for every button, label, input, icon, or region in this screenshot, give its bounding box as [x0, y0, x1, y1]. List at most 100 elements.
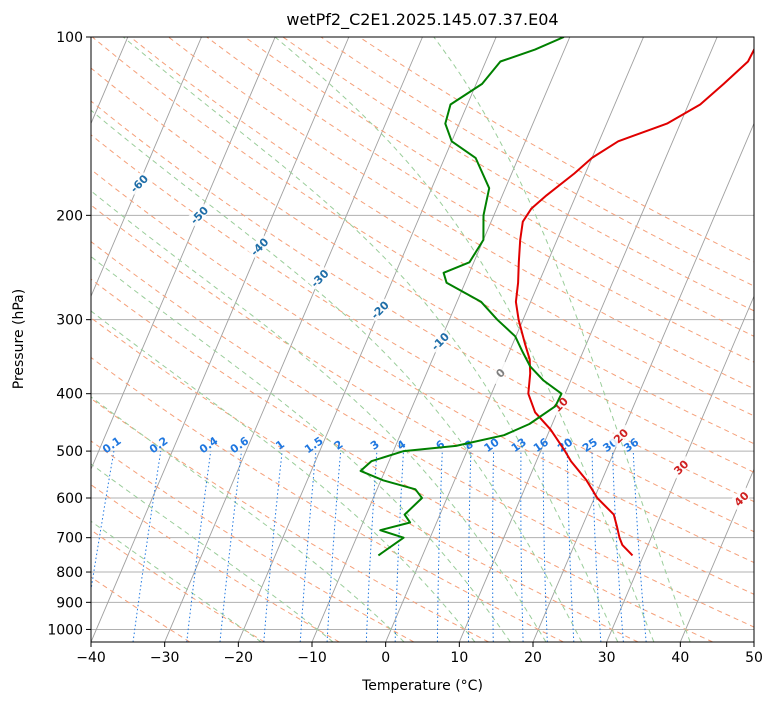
dry-adiabat-line [130, 37, 754, 417]
isotherm-label-bg [186, 202, 211, 227]
isotherm-label-bg [668, 454, 693, 479]
dry-adiabat-line [168, 37, 754, 390]
mixing-ratio-line [91, 451, 115, 593]
dry-adiabat-line [282, 37, 754, 312]
mixing-ratio-line [365, 451, 378, 642]
plot-frame [90, 36, 755, 643]
moist-adiabat-line [91, 310, 476, 642]
y-tick-label: 200 [56, 208, 83, 224]
y-tick-label: 1000 [47, 622, 83, 638]
mixing-ratio-line [132, 451, 162, 642]
mixing-ratio-label: 1.5 [302, 434, 325, 456]
moist-adiabat-line [91, 109, 583, 642]
chart-title: wetPf2_C2E1.2025.145.07.37.E04 [286, 10, 559, 29]
isotherm-label: -50 [188, 204, 211, 227]
y-tick-label: 800 [56, 565, 83, 581]
dry-adiabat-line [91, 317, 639, 642]
moist-adiabat-line [91, 463, 334, 642]
moist-adiabat-line [91, 396, 405, 642]
isotherm-label: -60 [128, 172, 151, 195]
isotherm-label-bg [728, 486, 753, 511]
dry-adiabat-line [91, 168, 754, 564]
isotherm-line [458, 37, 718, 642]
mixing-ratio-label: 6 [433, 438, 447, 453]
dry-adiabat-line [91, 241, 754, 628]
dry-adiabat-line [206, 37, 754, 363]
isotherm-line [385, 37, 644, 642]
mixing-ratio-line [263, 451, 283, 642]
mixing-ratio-label: 1 [273, 438, 287, 453]
isotherm-label: -80 [7, 109, 30, 132]
isotherm-line [532, 122, 754, 642]
y-tick-label: 400 [56, 387, 83, 403]
isotherm-line [91, 37, 276, 471]
moist-adiabat-line [91, 190, 547, 642]
moist-adiabat-line [91, 255, 511, 642]
mixing-ratio-line [492, 451, 495, 642]
isotherm-line [606, 295, 754, 642]
x-tick-label: 20 [524, 650, 542, 666]
isotherm-label: -20 [369, 298, 392, 321]
moist-adiabat-line [433, 37, 691, 642]
mixing-ratio-line [612, 451, 624, 642]
x-tick-label: −40 [76, 650, 106, 666]
y-tick-label: 900 [56, 595, 83, 611]
dry-adiabat-line [91, 204, 754, 595]
dry-adiabat-line [91, 356, 564, 642]
dry-adiabat-line [358, 37, 754, 263]
moist-adiabat-line [91, 520, 262, 642]
mixing-ratio-line [591, 451, 602, 642]
dry-adiabat-line [91, 484, 340, 642]
x-tick-label: 30 [598, 650, 616, 666]
isotherm-label-bg [367, 297, 392, 322]
mixing-ratio-line [299, 451, 317, 642]
isotherm-label-bg [66, 139, 90, 163]
mixing-ratio-line [467, 451, 472, 642]
mixing-ratio-label: 13 [509, 436, 529, 455]
dry-adiabat-line [91, 397, 489, 642]
y-tick-label: 100 [56, 30, 83, 46]
isotherm-label-bg [487, 360, 512, 385]
dry-adiabat-line [91, 67, 754, 473]
isotherm-label-bg [608, 423, 633, 448]
isotherm-label: -40 [248, 235, 271, 258]
y-tick-label: 500 [56, 444, 83, 460]
isotherm-line [91, 37, 202, 298]
mixing-ratio-label: 16 [531, 435, 551, 455]
mixing-ratio-line [219, 451, 242, 642]
x-tick-label: −10 [297, 650, 327, 666]
dewpoint-line [359, 37, 565, 557]
isotherm-label: -70 [68, 140, 91, 163]
x-tick-label: 50 [745, 650, 763, 666]
temperature-line [514, 47, 754, 557]
dry-adiabat-line [244, 37, 754, 337]
isotherm-label-bg [547, 391, 572, 416]
mixing-ratio-label: 2 [332, 438, 346, 453]
mixing-ratio-label: 0.2 [147, 434, 170, 456]
dry-adiabat-line [91, 134, 754, 533]
moist-adiabat-line [122, 37, 619, 642]
isotherm-line [164, 37, 423, 642]
y-tick-label: 700 [56, 531, 83, 547]
dry-adiabat-line [91, 576, 191, 642]
mixing-ratio-line [520, 451, 524, 642]
moist-adiabat-line [274, 37, 655, 642]
mixing-ratio-label: 0.4 [197, 434, 221, 456]
background-lines: 0.10.20.40.611.52346810131620253036-100-… [0, 37, 754, 642]
mixing-ratio-line [186, 451, 212, 642]
profile-series [359, 37, 754, 557]
x-tick-label: −30 [150, 650, 180, 666]
mixing-ratio-line [632, 451, 647, 642]
x-tick-label: 0 [381, 650, 390, 666]
x-tick-label: −20 [224, 650, 254, 666]
y-tick-label: 600 [56, 491, 83, 507]
mixing-ratio-line [436, 451, 443, 642]
x-tick-label: 40 [671, 650, 689, 666]
isotherm-line [0, 37, 54, 642]
axis-ticks: −40 −30 −20 −10 0 10 20 30 40 5010020030040050060… [47, 30, 763, 666]
isotherm-label: -30 [308, 267, 331, 290]
isotherm-line [753, 640, 754, 642]
mixing-ratio-line [566, 451, 575, 642]
dry-adiabat-line [91, 278, 713, 642]
